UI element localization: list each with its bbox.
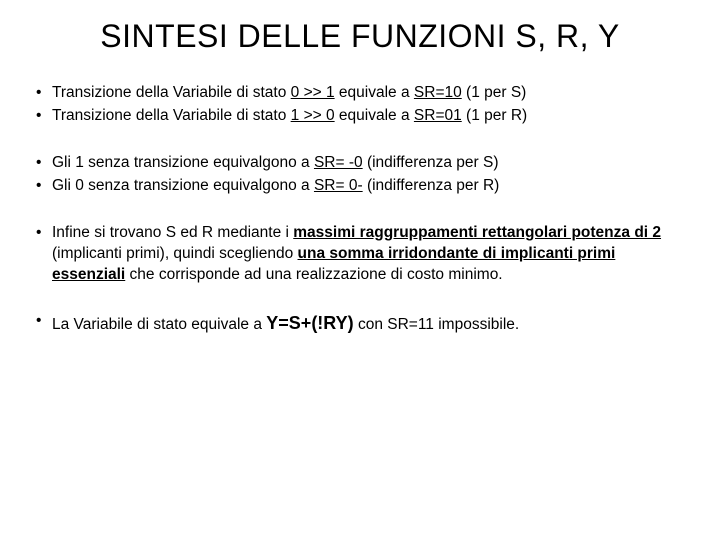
text: (1 per S) <box>462 84 527 101</box>
text: (indifferenza per R) <box>363 177 500 194</box>
bullet-item: Gli 0 senza transizione equivalgono a SR… <box>36 176 688 197</box>
text: (implicanti primi), quindi scegliendo <box>52 245 298 262</box>
text: che corrisponde ad una realizzazione di … <box>125 266 502 283</box>
underlined-text: SR= 0- <box>314 177 363 194</box>
text: (indifferenza per S) <box>363 154 499 171</box>
text: Gli 1 senza transizione equivalgono a <box>52 154 314 171</box>
bullet-item: Infine si trovano S ed R mediante i mass… <box>36 223 688 286</box>
underlined-text: 0 >> 1 <box>291 84 335 101</box>
text: equivale a <box>335 84 414 101</box>
formula-text: Y=S+(!RY) <box>266 313 353 333</box>
bullet-item: Gli 1 senza transizione equivalgono a SR… <box>36 153 688 174</box>
bullet-item: Transizione della Variabile di stato 1 >… <box>36 106 688 127</box>
underlined-text: SR=10 <box>414 84 462 101</box>
text: con SR=11 impossibile. <box>354 316 520 333</box>
text: Gli 0 senza transizione equivalgono a <box>52 177 314 194</box>
bullet-list: Transizione della Variabile di stato 0 >… <box>32 83 688 336</box>
bullet-item: La Variabile di stato equivale a Y=S+(!R… <box>36 311 688 336</box>
text: Infine si trovano S ed R mediante i <box>52 224 293 241</box>
text: Transizione della Variabile di stato <box>52 107 291 124</box>
underlined-text: SR=01 <box>414 107 462 124</box>
underlined-text: 1 >> 0 <box>291 107 335 124</box>
text: La Variabile di stato equivale a <box>52 316 266 333</box>
underlined-text: SR= -0 <box>314 154 363 171</box>
text: (1 per R) <box>462 107 527 124</box>
slide-title: SINTESI DELLE FUNZIONI S, R, Y <box>32 18 688 55</box>
text: Transizione della Variabile di stato <box>52 84 291 101</box>
text: equivale a <box>335 107 414 124</box>
bold-underlined-text: massimi raggruppamenti rettangolari pote… <box>293 224 661 241</box>
bullet-item: Transizione della Variabile di stato 0 >… <box>36 83 688 104</box>
